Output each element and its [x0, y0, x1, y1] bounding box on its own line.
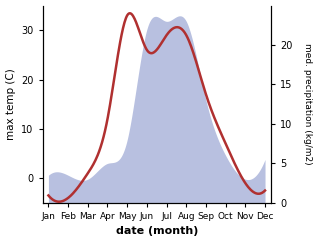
Y-axis label: max temp (C): max temp (C) [5, 68, 16, 140]
Y-axis label: med. precipitation (kg/m2): med. precipitation (kg/m2) [303, 43, 313, 165]
X-axis label: date (month): date (month) [115, 227, 198, 236]
